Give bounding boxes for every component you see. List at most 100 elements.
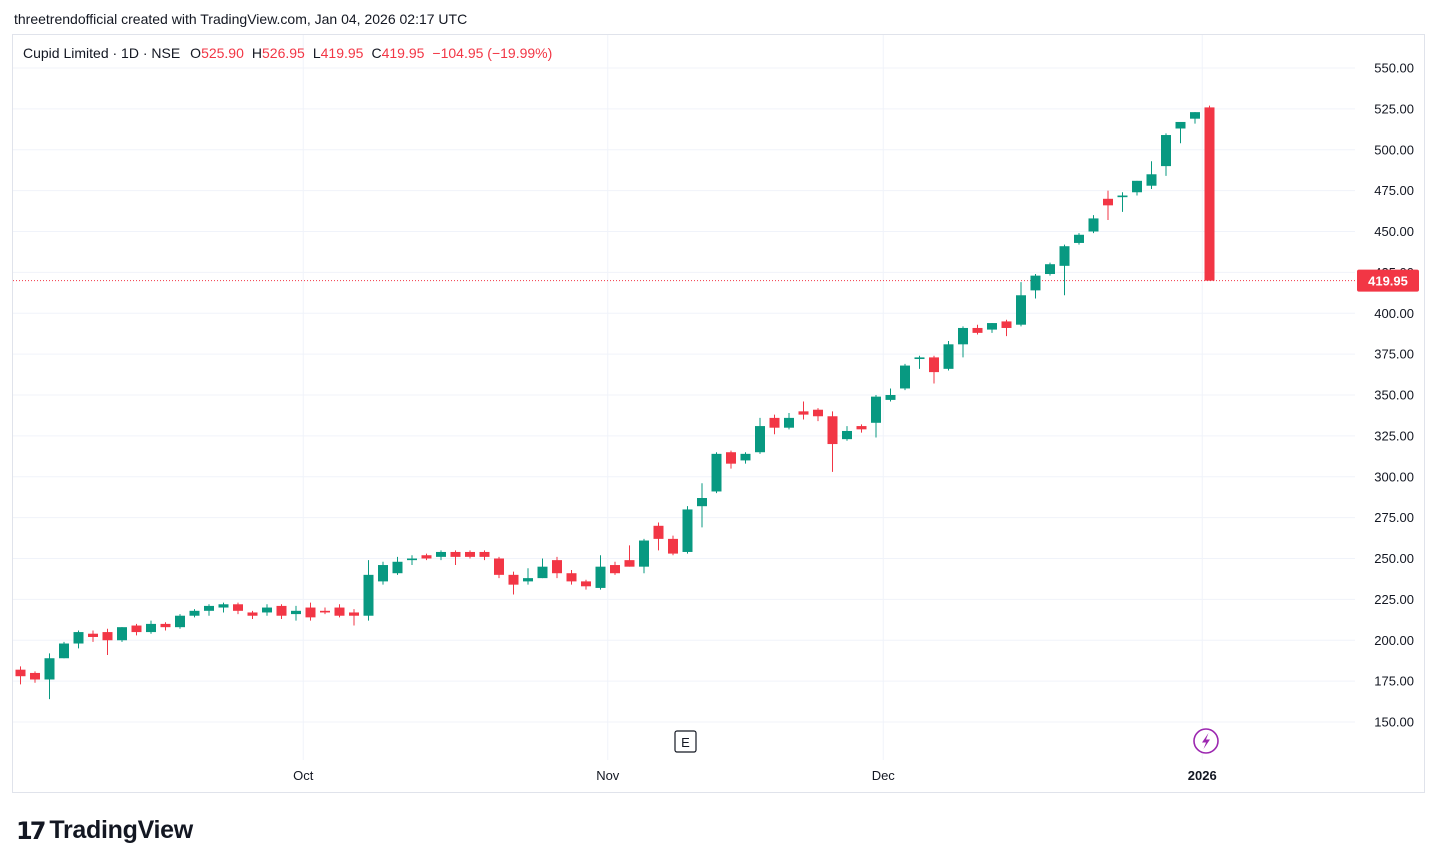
price-tick-label: 225.00 xyxy=(1374,592,1414,607)
candle xyxy=(1103,190,1113,221)
price-tick-label: 250.00 xyxy=(1374,551,1414,566)
candle xyxy=(218,602,229,613)
candle-body xyxy=(349,612,359,616)
candle-body xyxy=(798,411,809,415)
price-tick-label: 325.00 xyxy=(1374,428,1414,443)
candle-body xyxy=(1146,174,1157,186)
high-value: 526.95 xyxy=(262,45,305,61)
lightning-icon[interactable] xyxy=(1193,728,1219,754)
candle-body xyxy=(972,327,983,333)
candle xyxy=(581,579,591,590)
candle xyxy=(1175,121,1186,144)
candle-body xyxy=(624,560,635,567)
candles xyxy=(15,105,1215,700)
price-tick-label: 450.00 xyxy=(1374,224,1414,239)
candle-body xyxy=(1103,198,1113,206)
candle xyxy=(291,605,301,621)
candle xyxy=(494,556,504,579)
candle xyxy=(88,630,98,642)
price-badge xyxy=(1357,269,1419,292)
candle-body xyxy=(508,574,519,585)
chart-caption: threetrendofficial created with TradingV… xyxy=(14,11,468,27)
price-tick-label: 550.00 xyxy=(1374,61,1414,76)
candle xyxy=(407,555,417,566)
price-tick-label: 275.00 xyxy=(1374,510,1414,525)
candle-body xyxy=(1117,195,1128,198)
candle-body xyxy=(755,426,765,453)
candle-body xyxy=(160,623,171,628)
earnings-marker[interactable]: E xyxy=(674,730,697,753)
candle-body xyxy=(1190,112,1200,119)
candle xyxy=(378,561,388,585)
candle xyxy=(885,388,896,402)
logo-wordmark: TradingView xyxy=(49,816,193,844)
logo-mark: 17 xyxy=(16,816,46,845)
price-axis: 150.00 175.00 200.00 225.00 250.00 275.00 300.… xyxy=(1357,61,1419,730)
candle xyxy=(1001,319,1012,337)
candle xyxy=(1030,274,1041,299)
candle xyxy=(262,604,272,616)
candle xyxy=(1190,112,1200,124)
candle-body xyxy=(871,396,881,423)
candle xyxy=(653,522,664,551)
candle-body xyxy=(987,323,997,330)
symbol-title[interactable]: Cupid Limited · 1D · NSE xyxy=(23,45,181,61)
candle xyxy=(189,609,200,618)
candle-body xyxy=(784,417,794,428)
candle-body xyxy=(378,565,388,582)
candle-body xyxy=(450,551,461,557)
price-tick-label: 525.00 xyxy=(1374,101,1414,116)
price-tick-label: 375.00 xyxy=(1374,347,1414,362)
candle-body xyxy=(885,395,896,400)
candle xyxy=(566,569,577,585)
candle xyxy=(900,363,910,391)
candle-body xyxy=(1016,295,1026,325)
candle xyxy=(1016,282,1026,327)
candle-body xyxy=(334,607,345,616)
candle-body xyxy=(726,452,736,464)
candle xyxy=(320,607,330,615)
candle-body xyxy=(117,627,127,641)
close-value: 419.95 xyxy=(381,45,425,61)
candle-body xyxy=(392,561,403,574)
open-value: 525.90 xyxy=(201,45,244,61)
candle xyxy=(784,412,794,430)
candle xyxy=(639,538,649,574)
chart-frame[interactable] xyxy=(12,34,1425,793)
high-label: H xyxy=(251,45,263,61)
candle xyxy=(131,623,142,636)
candle xyxy=(958,326,968,358)
candle-body xyxy=(1074,234,1084,243)
candle-body xyxy=(189,610,200,616)
candle-body xyxy=(914,357,925,360)
candle xyxy=(668,535,678,556)
candle xyxy=(479,550,490,561)
candle xyxy=(334,604,345,618)
candle-body xyxy=(30,672,40,680)
candle-body xyxy=(73,632,84,644)
candle-body xyxy=(1161,135,1171,167)
candle-body xyxy=(1088,218,1099,232)
change-value: −104.95 (−19.99%) xyxy=(432,45,553,61)
candle xyxy=(856,424,867,433)
candle xyxy=(102,628,113,655)
candle-body xyxy=(1132,180,1142,193)
price-tick-label: 475.00 xyxy=(1374,183,1414,198)
candle-body xyxy=(247,612,258,616)
price-tick-label: 300.00 xyxy=(1374,469,1414,484)
candle-body xyxy=(421,555,432,559)
candle xyxy=(73,630,84,649)
candle xyxy=(450,550,461,566)
candle xyxy=(943,341,954,371)
candle-body xyxy=(900,365,910,389)
candle xyxy=(349,609,359,626)
price-tick-label: 175.00 xyxy=(1374,674,1414,689)
candle-body xyxy=(15,669,26,677)
candle xyxy=(305,602,316,621)
candle xyxy=(740,452,751,464)
candle xyxy=(755,417,765,454)
tradingview-logo[interactable]: 17 TradingView xyxy=(16,816,193,845)
candle xyxy=(1059,244,1070,296)
candle xyxy=(392,556,403,575)
